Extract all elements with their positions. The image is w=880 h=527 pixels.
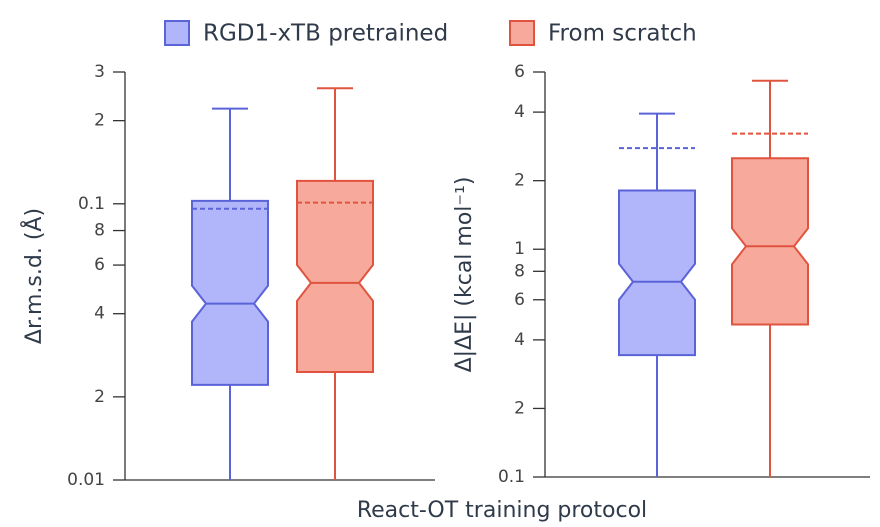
- y-tick-label: 0.1: [498, 467, 525, 487]
- y-tick-label: 2: [514, 398, 525, 418]
- y-tick-label: 2: [514, 171, 525, 191]
- y-tick-label: 6: [514, 62, 525, 82]
- y-tick-label: 3: [94, 62, 105, 82]
- x-axis-title: React-OT training protocol: [357, 498, 647, 523]
- y-tick-label: 2: [94, 111, 105, 131]
- y-tick-label: 8: [94, 221, 105, 241]
- y-tick-label: 0.01: [67, 470, 105, 490]
- y-tick-label: 8: [514, 261, 525, 281]
- box: [731, 157, 809, 326]
- y-tick-label: 4: [514, 102, 525, 122]
- y-tick-label: 6: [514, 290, 525, 310]
- legend-swatch: [164, 20, 190, 46]
- y-tick-label: 6: [94, 255, 105, 275]
- box: [618, 189, 696, 357]
- y-tick-label: 1: [514, 239, 525, 259]
- y-tick-label: 2: [94, 387, 105, 407]
- y-tick-label: 4: [514, 330, 525, 350]
- y-tick-label: 4: [94, 304, 105, 324]
- y-axis-title: Δ|ΔE| (kcal mol⁻¹): [452, 177, 477, 373]
- legend-label: RGD1-xTB pretrained: [203, 21, 448, 47]
- legend-label: From scratch: [548, 21, 697, 47]
- y-axis-title: Δr.m.s.d. (Å): [20, 208, 47, 344]
- y-tick-label: 0.1: [78, 194, 105, 214]
- box: [296, 179, 374, 374]
- legend-swatch: [509, 20, 535, 46]
- box: [191, 199, 269, 386]
